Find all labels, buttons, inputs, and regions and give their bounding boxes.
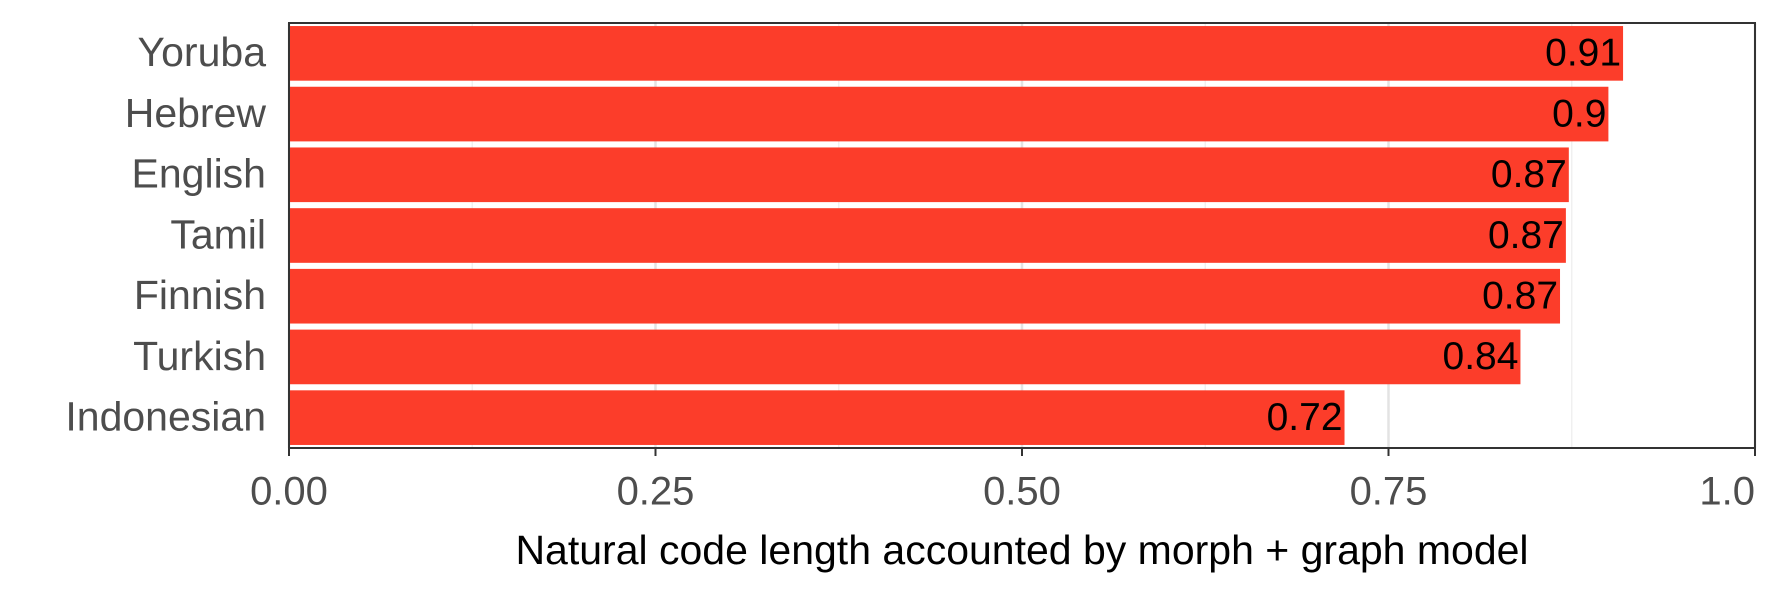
value-label: 0.72 bbox=[1267, 396, 1343, 439]
value-label: 0.91 bbox=[1545, 32, 1621, 75]
y-tick-label: Yoruba bbox=[138, 29, 267, 75]
value-label: 0.84 bbox=[1443, 335, 1519, 378]
x-tick-label: 0.25 bbox=[617, 470, 695, 514]
bar bbox=[289, 147, 1569, 203]
value-label: 0.87 bbox=[1488, 214, 1564, 257]
y-tick-label: Finnish bbox=[134, 272, 266, 318]
bar bbox=[289, 86, 1609, 142]
value-label: 0.87 bbox=[1491, 153, 1567, 196]
bar bbox=[289, 208, 1566, 263]
x-tick-label: 0.75 bbox=[1350, 470, 1428, 514]
y-tick-label: English bbox=[132, 151, 266, 197]
y-tick-label: Hebrew bbox=[125, 90, 267, 136]
y-tick-label: Indonesian bbox=[65, 393, 266, 439]
x-tick-label: 0.50 bbox=[983, 470, 1061, 514]
bar bbox=[289, 268, 1561, 324]
y-tick-label: Tamil bbox=[170, 211, 266, 257]
bar bbox=[289, 26, 1624, 81]
value-label: 0.87 bbox=[1482, 275, 1558, 318]
x-tick-label: 1.0 bbox=[1699, 470, 1755, 514]
value-label: 0.9 bbox=[1552, 92, 1606, 135]
bar bbox=[289, 329, 1521, 385]
y-tick-label: Turkish bbox=[133, 333, 266, 379]
x-axis-title: Natural code length accounted by morph +… bbox=[515, 527, 1528, 573]
bar bbox=[289, 390, 1345, 445]
x-tick-label: 0.00 bbox=[250, 470, 328, 514]
plot-border bbox=[288, 22, 1756, 449]
